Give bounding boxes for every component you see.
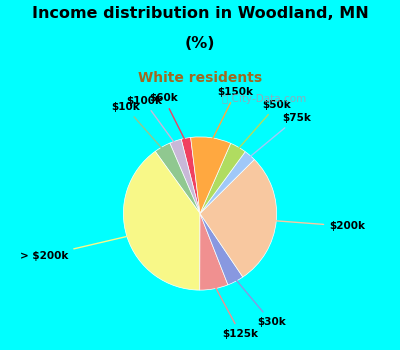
- Text: $200k: $200k: [273, 220, 365, 231]
- Text: (%): (%): [185, 36, 215, 51]
- Wedge shape: [123, 151, 200, 290]
- Wedge shape: [191, 137, 231, 214]
- Wedge shape: [170, 139, 200, 214]
- Text: $10k: $10k: [111, 102, 164, 150]
- Text: $30k: $30k: [234, 278, 286, 327]
- Text: White residents: White residents: [138, 71, 262, 85]
- Text: $100k: $100k: [126, 96, 176, 145]
- Text: $75k: $75k: [248, 113, 311, 158]
- Text: $125k: $125k: [214, 285, 258, 339]
- Text: $150k: $150k: [212, 88, 254, 141]
- Text: ⓘ City-Data.com: ⓘ City-Data.com: [222, 94, 306, 104]
- Text: $60k: $60k: [150, 93, 186, 142]
- Wedge shape: [200, 160, 277, 277]
- Wedge shape: [155, 143, 200, 214]
- Text: > $200k: > $200k: [20, 236, 130, 261]
- Wedge shape: [181, 138, 200, 214]
- Text: Income distribution in Woodland, MN: Income distribution in Woodland, MN: [32, 6, 368, 21]
- Text: $50k: $50k: [237, 100, 291, 150]
- Wedge shape: [200, 152, 254, 214]
- Wedge shape: [200, 214, 228, 290]
- Wedge shape: [200, 214, 243, 285]
- Wedge shape: [200, 143, 245, 214]
